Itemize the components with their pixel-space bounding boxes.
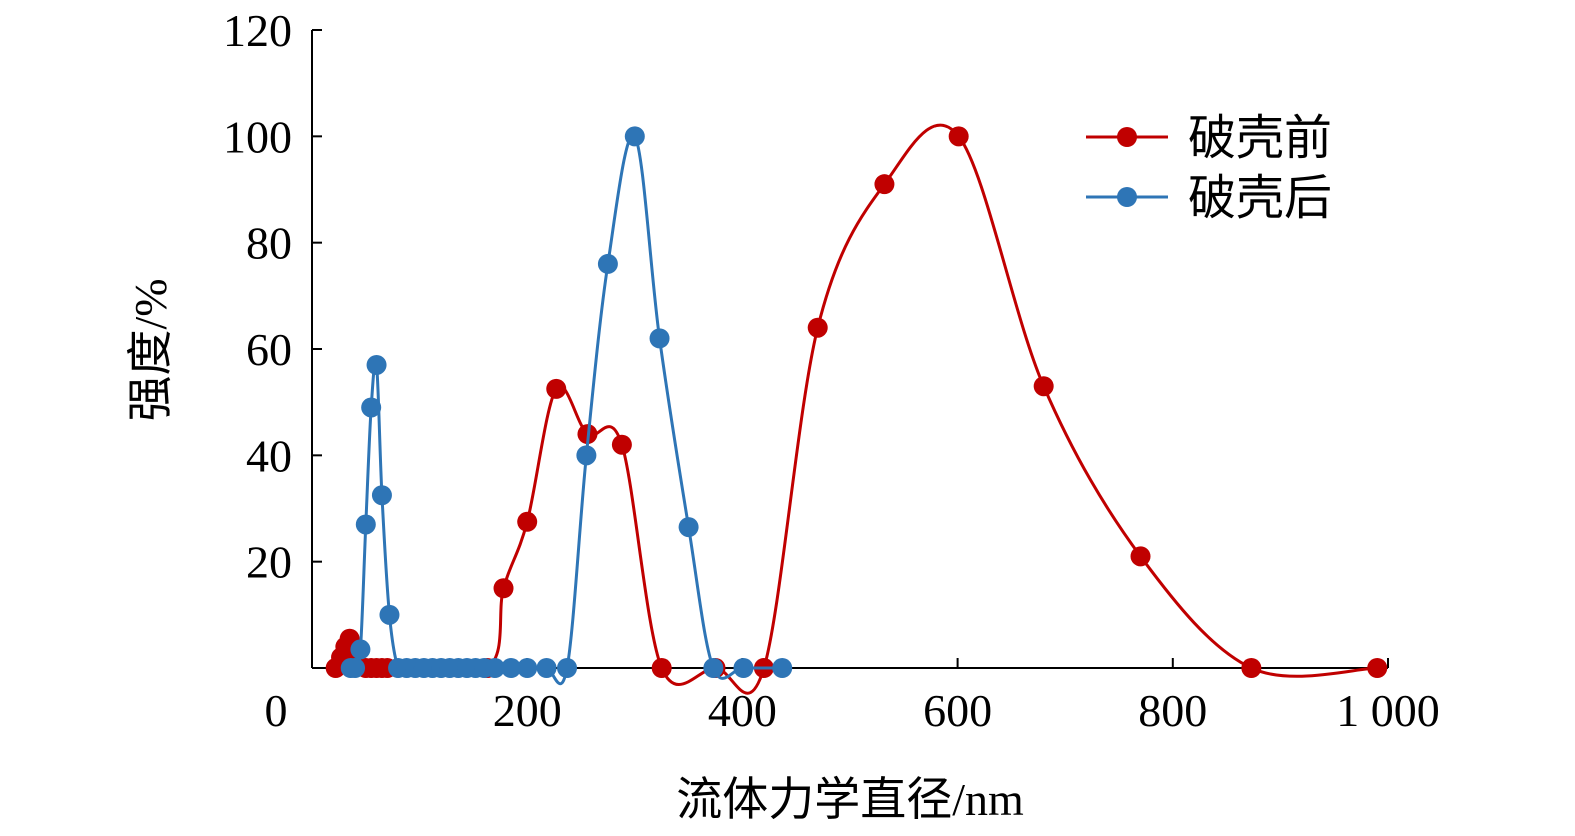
x-tick-label: 600 [923, 685, 992, 736]
data-point [948, 126, 969, 147]
data-point [597, 253, 618, 274]
legend-marker [1117, 127, 1137, 147]
series-line [350, 133, 783, 686]
data-point [517, 658, 538, 678]
x-tick-label: 0 [265, 685, 288, 736]
data-point [366, 354, 387, 375]
y-tick-label: 20 [246, 537, 292, 588]
data-point [1130, 546, 1151, 567]
legend-label: 破壳后 [1188, 172, 1332, 225]
data-point [557, 658, 578, 678]
data-point [649, 328, 670, 349]
series-layer [325, 123, 1388, 695]
legend-item-1: 破壳前 [1086, 112, 1332, 165]
data-point [624, 126, 645, 147]
x-tick-label: 800 [1138, 685, 1207, 736]
legend-item-2: 破壳后 [1086, 172, 1332, 225]
data-point [733, 658, 754, 678]
data-point [361, 397, 382, 418]
data-point [536, 658, 557, 678]
data-point [611, 434, 632, 455]
data-point [807, 317, 828, 338]
x-tick-label: 200 [493, 685, 562, 736]
data-point [703, 658, 724, 678]
data-point [874, 174, 895, 195]
data-point [678, 517, 699, 538]
x-tick-label: 1 000 [1336, 685, 1440, 736]
legend-label: 破壳前 [1188, 112, 1332, 165]
data-point [379, 604, 400, 625]
data-point [1367, 658, 1388, 678]
data-point [1033, 376, 1054, 397]
data-point [350, 639, 371, 660]
data-point [517, 511, 538, 532]
y-tick-label: 120 [223, 5, 292, 56]
data-point [1241, 658, 1262, 678]
series-2 [340, 126, 793, 686]
data-point [484, 658, 505, 678]
y-tick-label: 40 [246, 430, 292, 481]
x-axis-title: 流体力学直径/nm [676, 774, 1024, 825]
data-point [501, 658, 522, 678]
data-point [772, 658, 793, 678]
data-point [355, 514, 376, 535]
axes: 0 200 400 600 800 1 000 20 40 60 80 100 120 [223, 5, 1440, 736]
legend-marker [1117, 187, 1137, 207]
data-point [546, 378, 567, 399]
y-axis-title: 强度/% [125, 278, 176, 421]
data-point [651, 658, 672, 678]
data-point [493, 578, 514, 599]
data-point [345, 658, 366, 678]
y-tick-label: 60 [246, 324, 292, 375]
data-point [371, 485, 392, 506]
x-tick-label: 400 [708, 685, 777, 736]
y-tick-label: 80 [246, 218, 292, 269]
data-point [576, 445, 597, 466]
y-tick-label: 100 [223, 111, 292, 162]
